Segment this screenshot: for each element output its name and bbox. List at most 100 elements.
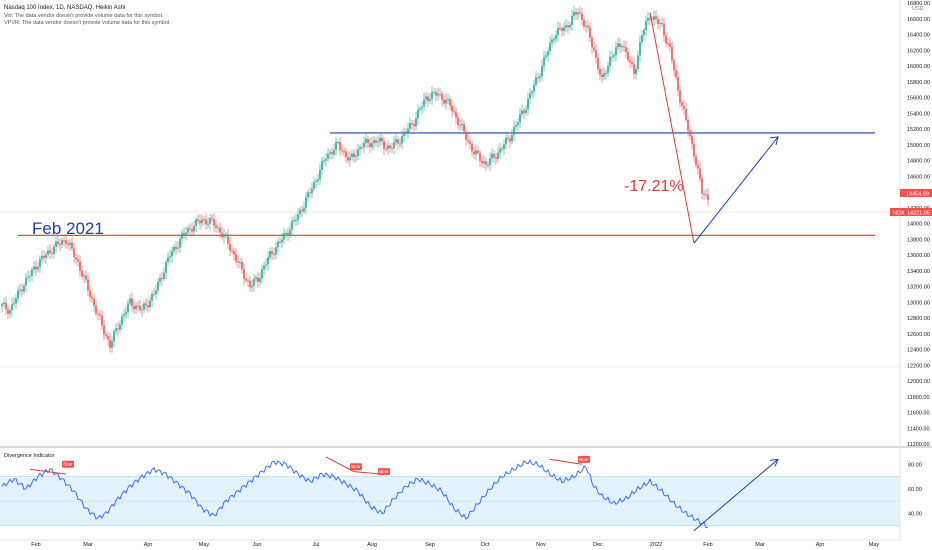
candle-body xyxy=(265,264,267,266)
candle-body xyxy=(649,17,651,20)
candle-body xyxy=(137,305,139,307)
candle-body xyxy=(133,305,135,310)
candle-body xyxy=(411,123,413,125)
chart-title: Nasdaq 100 Index, 1D, NASDAQ, Heikin Ash… xyxy=(4,5,125,11)
drawdown-line xyxy=(649,12,695,244)
candle-body xyxy=(481,161,483,164)
candle-body xyxy=(441,93,443,100)
candle-body xyxy=(499,148,501,153)
time-tick-label: Feb xyxy=(703,542,712,548)
candle-body xyxy=(583,19,585,27)
price-tick-label: 13200.00 xyxy=(907,285,930,291)
candle-body xyxy=(695,156,697,166)
candle-body xyxy=(173,246,175,252)
candle-body xyxy=(601,74,603,78)
candle-body xyxy=(157,281,159,291)
candle-body xyxy=(633,64,635,75)
price-tick-label: 11800.00 xyxy=(907,395,930,401)
candle-body xyxy=(229,243,231,251)
price-tick-label: 11400.00 xyxy=(907,426,930,432)
candle-body xyxy=(465,131,467,140)
candle-body xyxy=(577,12,579,15)
candle-body xyxy=(201,219,203,224)
candle-body xyxy=(505,137,507,145)
candle-body xyxy=(279,241,281,243)
price-panel xyxy=(0,0,900,447)
candle-body xyxy=(283,233,285,240)
candle-body xyxy=(653,16,655,20)
candle-body xyxy=(329,152,331,154)
price-tick-label: 13000.00 xyxy=(907,300,930,306)
candle-body xyxy=(27,276,29,278)
candle-body xyxy=(471,143,473,152)
price-tick-label: 12600.00 xyxy=(907,332,930,338)
candle-body xyxy=(177,247,179,249)
divergence-line xyxy=(549,458,583,465)
candle-body xyxy=(473,151,475,155)
candle-body xyxy=(131,298,133,306)
candle-body xyxy=(239,261,241,263)
candle-body xyxy=(267,257,269,265)
candle-body xyxy=(211,218,213,220)
candle-body xyxy=(497,152,499,159)
candle-body xyxy=(647,17,649,22)
candle-body xyxy=(405,131,407,133)
candle-body xyxy=(475,150,477,155)
candle-body xyxy=(111,341,113,348)
candle-body xyxy=(459,125,461,127)
candle-body xyxy=(275,247,277,255)
drawings xyxy=(649,12,779,244)
candle-body xyxy=(83,275,85,277)
candle-body xyxy=(393,142,395,149)
candle-body xyxy=(303,207,305,212)
candle-body xyxy=(521,110,523,115)
divergence-line xyxy=(325,456,355,473)
candle-body xyxy=(449,98,451,106)
candle-body xyxy=(193,225,195,232)
candle-body xyxy=(501,148,503,150)
candle-body xyxy=(175,246,177,249)
candle-body xyxy=(183,233,185,235)
time-tick-label: Apr xyxy=(816,542,825,548)
candle-body xyxy=(149,300,151,308)
candle-body xyxy=(545,55,547,58)
candle-body xyxy=(579,12,581,14)
candle-body xyxy=(469,141,471,144)
candle-body xyxy=(285,232,287,234)
candle-body xyxy=(639,42,641,56)
drop-percent-label: -17.21% xyxy=(624,178,684,195)
candle-body xyxy=(199,220,201,224)
candle-body xyxy=(97,313,99,315)
time-tick-label: Jul xyxy=(312,542,319,548)
candle-body xyxy=(619,43,621,48)
candle-body xyxy=(671,46,673,61)
candle-body xyxy=(549,42,551,52)
price-tick-label: 16200.00 xyxy=(907,48,930,54)
candle-body xyxy=(335,142,337,150)
time-axis[interactable]: Feb Mar Apr May Jun Jul Aug Sep Oct Nov Dec 2022 Feb… xyxy=(31,542,879,548)
price-axis[interactable]: 16800.00 16600.00 16400.00 16200.00 16000.00… xyxy=(907,1,930,448)
candle-body xyxy=(613,54,615,57)
time-tick-label: Mar xyxy=(83,542,93,548)
candle-body xyxy=(247,280,249,282)
candle-body xyxy=(13,303,15,305)
candle-body xyxy=(635,68,637,75)
candle-body xyxy=(195,219,197,226)
candle-body xyxy=(327,153,329,159)
candle-body xyxy=(621,46,623,48)
candle-body xyxy=(551,39,553,43)
candle-body xyxy=(445,99,447,104)
candle-body xyxy=(167,257,169,262)
candle-body xyxy=(145,303,147,306)
candle-body xyxy=(597,57,599,70)
time-tick-label: May xyxy=(869,542,880,548)
candle-body xyxy=(297,214,299,220)
candle-body xyxy=(489,158,491,165)
bear-label: Bear xyxy=(379,469,389,474)
candle-body xyxy=(705,194,707,196)
time-tick-label: Mar xyxy=(755,542,765,548)
candle-body xyxy=(425,96,427,100)
candle-body xyxy=(533,84,535,92)
candle-body xyxy=(509,138,511,142)
candle-body xyxy=(127,303,129,312)
